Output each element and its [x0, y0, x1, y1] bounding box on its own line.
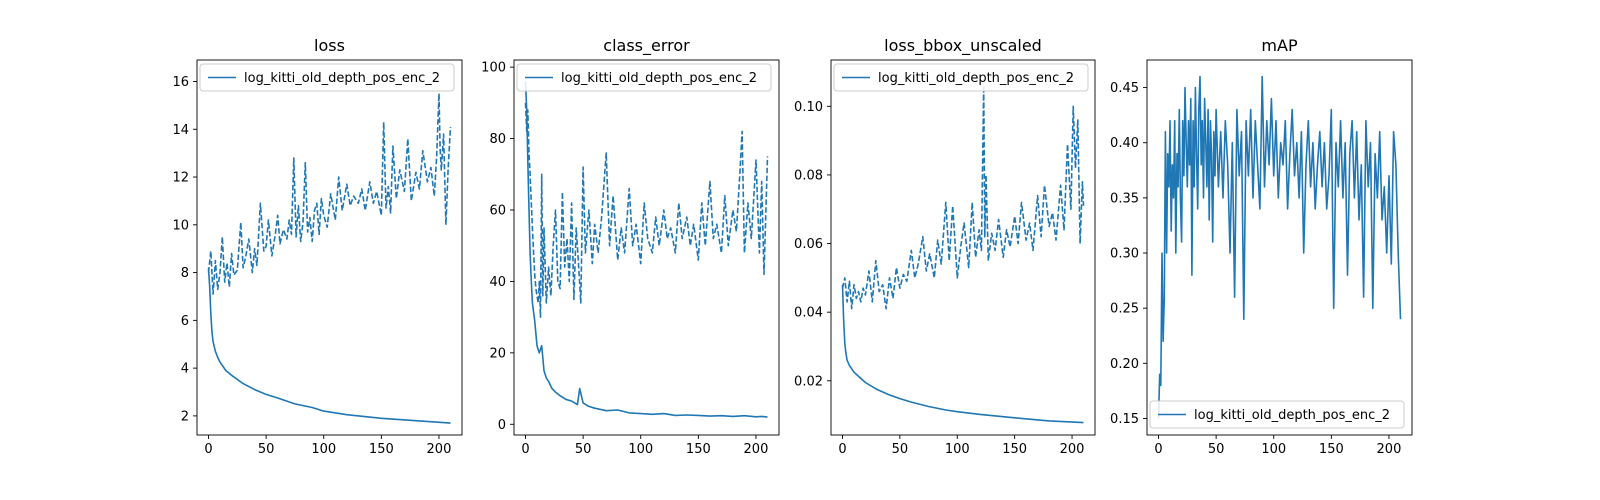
y-tick-label: 0.45 [1110, 81, 1139, 96]
legend: log_kitti_old_depth_pos_enc_2 [516, 63, 772, 92]
axes-frame [513, 59, 780, 436]
y-tick-label: 0.25 [1110, 302, 1139, 317]
axes-frame [196, 59, 463, 436]
legend-label: log_kitti_old_depth_pos_enc_2 [244, 71, 440, 86]
chart-title: mAP [1261, 36, 1298, 55]
x-tick-label: 100 [311, 442, 336, 457]
legend: log_kitti_old_depth_pos_enc_2 [1149, 400, 1405, 429]
y-tick-label: 16 [172, 75, 189, 90]
x-tick-label: 150 [1002, 442, 1027, 457]
x-tick-label: 0 [204, 442, 212, 457]
x-tick-label: 150 [686, 442, 711, 457]
legend-label: log_kitti_old_depth_pos_enc_2 [1194, 408, 1390, 423]
y-tick-label: 10 [172, 218, 189, 233]
y-tick-label: 0.35 [1110, 191, 1139, 206]
y-tick-label: 14 [172, 123, 189, 138]
x-tick-label: 200 [744, 442, 769, 457]
y-tick-label: 0.30 [1110, 247, 1139, 262]
x-tick-label: 100 [945, 442, 970, 457]
series-line-dashed [841, 84, 1085, 310]
y-tick-label: 6 [181, 314, 189, 329]
y-tick-label: 100 [481, 61, 506, 76]
legend-box [199, 63, 455, 92]
y-tick-label: 0.06 [794, 237, 823, 252]
x-tick-label: 200 [427, 442, 452, 457]
y-tick-label: 0 [498, 418, 506, 433]
x-tick-label: 50 [892, 442, 909, 457]
y-tick-label: 0.10 [794, 100, 823, 115]
series-line-dashed [207, 92, 452, 295]
chart-title: loss [314, 36, 345, 55]
subplot-loss: loss 0 50 100 150 200 2 4 6 8 10 12 14 16 log_kitti_ol… [172, 36, 463, 457]
series-line-solid [524, 81, 768, 418]
legend-box [1149, 400, 1405, 429]
y-tick-label: 0.04 [794, 306, 823, 321]
legend: log_kitti_old_depth_pos_enc_2 [199, 63, 455, 92]
series-line-dashed [524, 102, 769, 318]
x-tick-label: 100 [1261, 442, 1286, 457]
y-tick-label: 4 [181, 362, 189, 377]
legend-box [516, 63, 772, 92]
x-tick-label: 0 [1154, 442, 1162, 457]
y-tick-label: 0.08 [794, 168, 823, 183]
series-line-solid [207, 267, 451, 424]
chart-title: loss_bbox_unscaled [884, 36, 1042, 56]
y-tick-label: 0.15 [1110, 412, 1139, 427]
legend-label: log_kitti_old_depth_pos_enc_2 [878, 71, 1074, 86]
x-tick-label: 150 [1319, 442, 1344, 457]
subplot-class-error: class_error 0 50 100 150 200 0 20 40 60 80 100 log_k… [481, 36, 780, 457]
y-tick-label: 40 [489, 275, 506, 290]
axes-frame [1146, 59, 1413, 436]
y-tick-label: 12 [172, 171, 189, 186]
x-tick-label: 50 [258, 442, 275, 457]
y-tick-label: 60 [489, 204, 506, 219]
x-tick-label: 100 [628, 442, 653, 457]
x-tick-label: 200 [1060, 442, 1085, 457]
subplot-map: mAP 0 50 100 150 200 0.15 0.20 0.25 0.30 0.35 0.40 0… [1110, 36, 1413, 457]
y-tick-label: 20 [489, 346, 506, 361]
x-tick-label: 200 [1377, 442, 1402, 457]
y-tick-label: 0.40 [1110, 136, 1139, 151]
y-tick-label: 8 [181, 266, 189, 281]
y-tick-label: 80 [489, 132, 506, 147]
chart-title: class_error [603, 36, 690, 56]
series-line-solid [841, 284, 1084, 424]
legend: log_kitti_old_depth_pos_enc_2 [833, 63, 1089, 92]
x-tick-label: 0 [521, 442, 529, 457]
axes-frame [830, 59, 1096, 436]
x-tick-label: 50 [575, 442, 592, 457]
y-tick-label: 0.02 [794, 374, 823, 389]
subplot-loss-bbox-unscaled: loss_bbox_unscaled 0 50 100 150 200 0.02 0.04 0.… [794, 36, 1096, 457]
x-tick-label: 0 [838, 442, 846, 457]
x-tick-label: 150 [369, 442, 394, 457]
y-tick-label: 0.20 [1110, 357, 1139, 372]
y-tick-label: 2 [181, 409, 189, 424]
series-line-solid [1157, 75, 1402, 419]
x-tick-label: 50 [1208, 442, 1225, 457]
legend-label: log_kitti_old_depth_pos_enc_2 [561, 71, 757, 86]
legend-box [833, 63, 1089, 92]
